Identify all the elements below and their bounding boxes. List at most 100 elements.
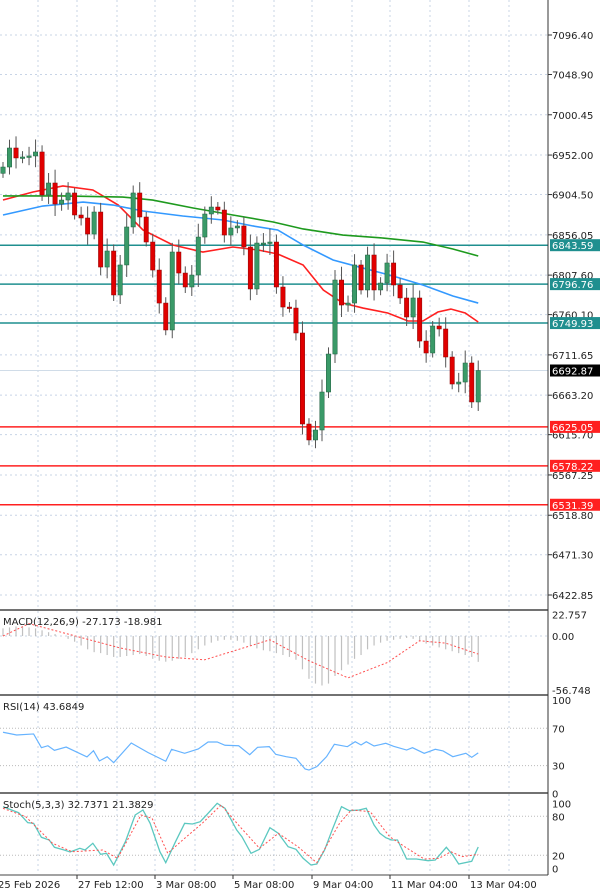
candle-bear — [273, 241, 279, 288]
candle-bull — [7, 147, 12, 168]
price-level-label: 6796.76 — [552, 280, 593, 291]
candle-bull — [234, 225, 240, 229]
candle-bull — [456, 381, 462, 385]
candle-bear — [221, 209, 227, 236]
price-level-badge — [550, 420, 600, 433]
candle-bull — [378, 282, 384, 291]
candle-bull — [91, 211, 97, 235]
moving-average-slow — [3, 195, 479, 257]
stoch-signal-line — [2, 804, 479, 864]
candle-bull — [462, 362, 468, 383]
price-level-badge — [550, 498, 600, 511]
candle-bear — [111, 250, 117, 296]
candle-bull — [345, 302, 351, 306]
candle-bull — [475, 370, 481, 403]
price-tick-label: 6663.20 — [552, 391, 593, 402]
candle-bear — [163, 302, 169, 331]
candle-bull — [208, 206, 214, 215]
price-tick-label: 6711.65 — [552, 351, 593, 362]
candle-bear — [78, 214, 84, 219]
price-tick-label: 6807.60 — [552, 271, 593, 282]
candle-bear — [247, 246, 253, 290]
candle-bull — [228, 227, 234, 236]
candle-bull — [260, 242, 266, 245]
price-tick-label: 7096.40 — [552, 31, 593, 42]
candle-bull — [313, 429, 318, 441]
candle-bear — [280, 286, 286, 308]
time-tick-label: 3 Mar 08:00 — [156, 880, 216, 891]
candle-bear — [98, 211, 104, 268]
candle-bull — [352, 264, 357, 304]
candle-bear — [13, 147, 19, 159]
stoch-tick-label: 0 — [552, 864, 558, 875]
price-level-badge — [550, 317, 600, 330]
candle-bear — [404, 297, 410, 318]
candle-bear — [72, 192, 78, 216]
time-tick-label: 13 Mar 04:00 — [470, 880, 537, 891]
candle-bull — [430, 325, 436, 354]
price-level-label: 6531.39 — [552, 501, 593, 512]
candle-bull — [384, 262, 390, 284]
candle-bear — [449, 356, 455, 385]
macd-tick-label: 22.757 — [552, 610, 587, 621]
time-tick-label: 27 Feb 12:00 — [78, 880, 144, 891]
candle-bull — [33, 151, 38, 157]
candle-bear — [241, 225, 247, 248]
candle-bear — [443, 328, 449, 358]
time-tick-label: 9 Mar 04:00 — [313, 880, 373, 891]
candle-bear — [85, 217, 91, 235]
candle-bear — [137, 192, 143, 218]
candle-bear — [293, 307, 299, 334]
macd-label: MACD(12,26,9) -27.173 -18.981 — [3, 617, 163, 628]
rsi-tick-label: 30 — [552, 762, 565, 773]
stoch-panel — [0, 802, 548, 867]
rsi-tick-label: 100 — [552, 696, 571, 707]
candle-bear — [423, 340, 429, 354]
candle-bull — [195, 236, 201, 276]
candle-bull — [202, 213, 208, 238]
moving-averages — [2, 185, 479, 323]
candle-bull — [254, 242, 260, 290]
price-tick-label: 6422.85 — [552, 591, 593, 602]
candle-bull — [326, 353, 331, 393]
candle-bull — [20, 156, 25, 159]
price-level-label: 6843.59 — [552, 241, 593, 252]
candles — [0, 136, 481, 449]
candle-bear — [417, 297, 423, 342]
price-level-badge — [550, 459, 600, 472]
price-level-badge — [550, 239, 600, 252]
rsi-line — [2, 731, 479, 771]
candle-bull — [0, 166, 6, 174]
candle-bull — [332, 279, 338, 355]
macd-signal-line — [2, 623, 479, 679]
price-tick-label: 6856.05 — [552, 231, 593, 242]
price-level-badge — [550, 278, 600, 291]
current-price-badge — [550, 364, 600, 377]
rsi-tick-label: 70 — [552, 724, 565, 735]
stoch-main-line — [2, 802, 479, 867]
moving-average-medium — [2, 201, 479, 304]
price-tick-label: 6615.70 — [552, 431, 593, 442]
price-tick-label: 6904.50 — [552, 191, 593, 202]
candle-bear — [306, 423, 312, 441]
candle-bear — [215, 206, 221, 211]
candle-bull — [189, 274, 195, 288]
macd-tick-label: 0.00 — [552, 632, 574, 643]
macd-panel — [0, 623, 548, 686]
candle-bull — [59, 199, 65, 205]
price-tick-label: 7048.90 — [552, 70, 593, 81]
candle-bull — [46, 182, 52, 196]
candle-bear — [150, 241, 156, 271]
price-level-label: 6749.93 — [552, 319, 593, 330]
candle-bull — [124, 226, 130, 266]
price-level-label: 6578.22 — [552, 462, 593, 473]
price-tick-label: 6952.00 — [552, 151, 593, 162]
candle-bear — [391, 262, 397, 286]
rsi-label: RSI(14) 43.6849 — [3, 702, 84, 713]
stoch-label: Stoch(5,3,3) 32.7371 21.3829 — [3, 800, 154, 811]
price-tick-label: 6471.30 — [552, 551, 593, 562]
candle-bull — [26, 155, 32, 158]
candle-bull — [267, 241, 273, 244]
price-level-label: 6625.05 — [552, 423, 593, 434]
